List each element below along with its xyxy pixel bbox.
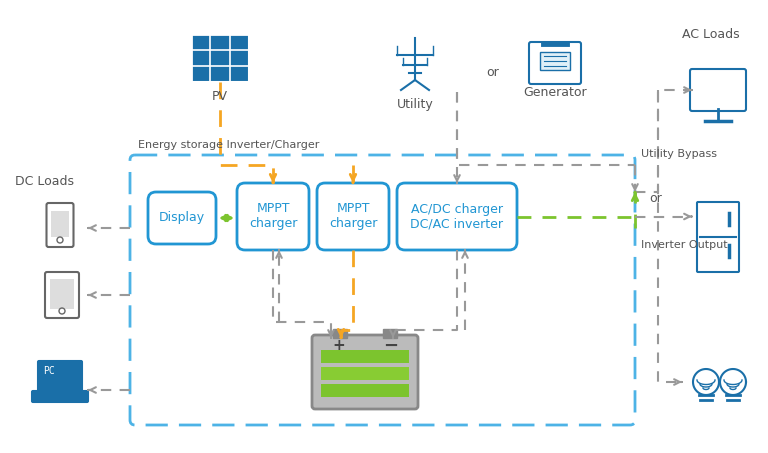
FancyBboxPatch shape [148,192,216,244]
Text: Utility: Utility [396,98,433,111]
Text: MPPT
charger: MPPT charger [329,202,377,231]
FancyBboxPatch shape [47,203,74,247]
Text: PV: PV [212,90,228,103]
Text: MPPT
charger: MPPT charger [249,202,297,231]
Bar [50,279,74,309]
FancyBboxPatch shape [317,183,389,250]
FancyBboxPatch shape [397,183,517,250]
Text: DC Loads: DC Loads [15,175,74,188]
Text: Generator: Generator [523,86,587,99]
Text: Inverter Output: Inverter Output [641,240,727,250]
FancyBboxPatch shape [32,391,88,402]
FancyBboxPatch shape [529,42,581,84]
Text: AC/DC charger
DC/AC inverter: AC/DC charger DC/AC inverter [411,202,504,231]
Bar [51,211,69,237]
Bar [321,350,409,363]
Text: Energy storage Inverter/Charger: Energy storage Inverter/Charger [138,140,319,150]
Bar [540,52,570,70]
FancyBboxPatch shape [38,361,82,393]
Bar [191,34,249,82]
FancyBboxPatch shape [237,183,309,250]
Text: AC Loads: AC Loads [682,28,740,41]
Bar [333,329,347,338]
Text: +: + [333,338,346,353]
Bar [321,367,409,380]
Text: or: or [649,192,662,204]
Text: PC: PC [43,366,55,376]
FancyBboxPatch shape [697,202,739,272]
Text: −: − [383,337,399,355]
FancyBboxPatch shape [312,335,418,409]
FancyBboxPatch shape [45,272,79,318]
Text: Utility Bypass: Utility Bypass [641,149,717,159]
Text: or: or [487,66,499,78]
Bar [321,384,409,397]
Bar [191,34,249,82]
FancyBboxPatch shape [690,69,746,111]
Text: Display: Display [159,212,205,225]
Bar [383,329,397,338]
